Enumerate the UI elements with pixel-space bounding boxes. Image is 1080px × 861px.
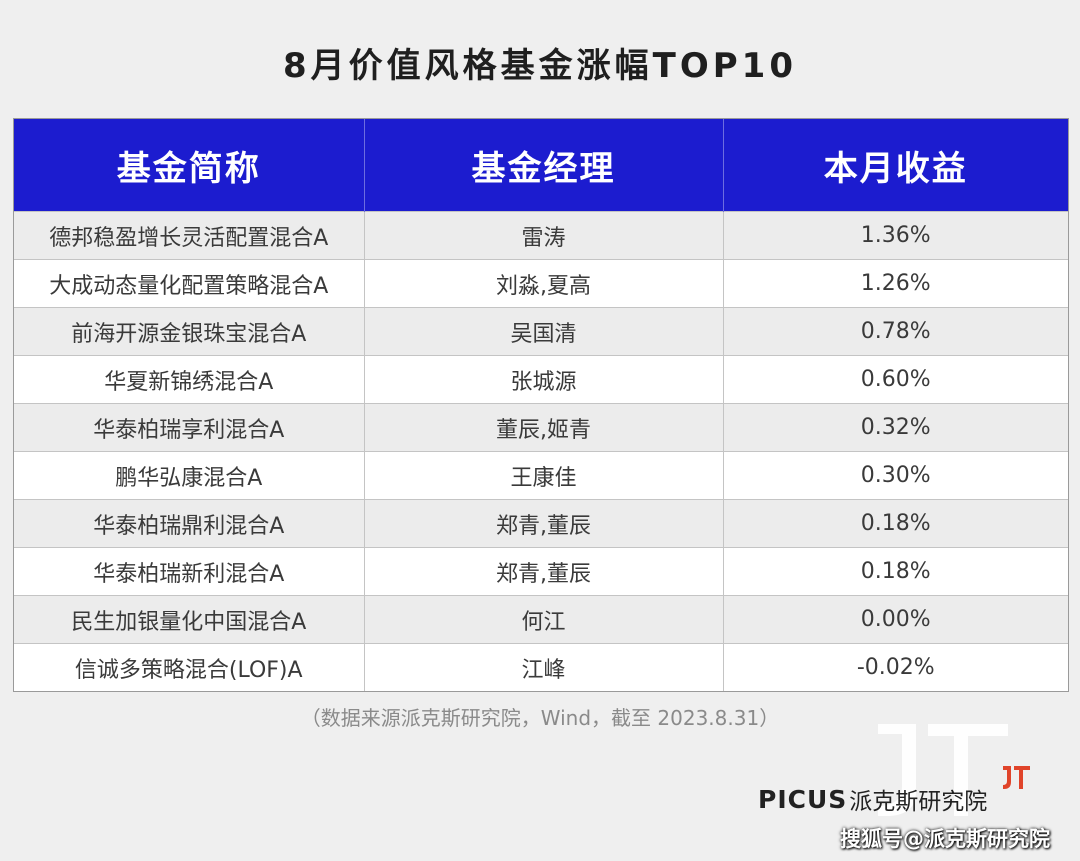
page-title: 8月价值风格基金涨幅TOP10 <box>283 46 797 86</box>
table-row: 前海开源金银珠宝混合A 吴国清 0.78% <box>14 307 1068 356</box>
table-row: 民生加银量化中国混合A 何江 0.00% <box>14 595 1068 644</box>
fund-name-cell: 信诚多策略混合(LOF)A <box>14 643 365 691</box>
brand-latin-name: PICUS <box>758 784 848 814</box>
monthly-return-cell: -0.02% <box>723 643 1068 691</box>
fund-name-cell: 华泰柏瑞新利混合A <box>14 547 365 596</box>
monthly-return-cell: 0.32% <box>723 403 1068 452</box>
table-row: 德邦稳盈增长灵活配置混合A 雷涛 1.36% <box>14 211 1068 260</box>
sohu-watermark: 搜狐号@派克斯研究院 <box>840 827 1050 851</box>
header-monthly-return: 本月收益 <box>723 119 1068 212</box>
fund-manager-cell: 郑青,董辰 <box>364 499 724 548</box>
header-fund-name: 基金简称 <box>14 119 365 212</box>
table-row: 华夏新锦绣混合A 张城源 0.60% <box>14 355 1068 404</box>
monthly-return-cell: 0.18% <box>723 547 1068 596</box>
header-fund-manager: 基金经理 <box>364 119 724 212</box>
table-row: 鹏华弘康混合A 王康佳 0.30% <box>14 451 1068 500</box>
table-row: 华泰柏瑞享利混合A 董辰,姬青 0.32% <box>14 403 1068 452</box>
fund-table-wrapper: 基金简称 基金经理 本月收益 德邦稳盈增长灵活配置混合A 雷涛 1.36% 大成… <box>13 118 1069 692</box>
monthly-return-cell: 0.60% <box>723 355 1068 404</box>
table-header-row: 基金简称 基金经理 本月收益 <box>14 119 1068 212</box>
monthly-return-cell: 1.26% <box>723 259 1068 308</box>
fund-name-cell: 华夏新锦绣混合A <box>14 355 365 404</box>
fund-name-cell: 鹏华弘康混合A <box>14 451 365 500</box>
table-row: 华泰柏瑞鼎利混合A 郑青,董辰 0.18% <box>14 499 1068 548</box>
brand-logo: PICUS 派克斯研究院 <box>758 782 987 816</box>
fund-name-cell: 前海开源金银珠宝混合A <box>14 307 365 356</box>
picus-mark-icon <box>1003 766 1030 789</box>
data-source-note: （数据来源派克斯研究院，Wind，截至 2023.8.31） <box>300 706 780 730</box>
fund-name-cell: 华泰柏瑞享利混合A <box>14 403 365 452</box>
fund-manager-cell: 吴国清 <box>364 307 724 356</box>
fund-name-cell: 大成动态量化配置策略混合A <box>14 259 365 308</box>
monthly-return-cell: 0.30% <box>723 451 1068 500</box>
monthly-return-cell: 1.36% <box>723 211 1068 260</box>
fund-manager-cell: 刘淼,夏高 <box>364 259 724 308</box>
fund-name-cell: 德邦稳盈增长灵活配置混合A <box>14 211 365 260</box>
fund-manager-cell: 何江 <box>364 595 724 644</box>
fund-name-cell: 民生加银量化中国混合A <box>14 595 365 644</box>
fund-table: 基金简称 基金经理 本月收益 德邦稳盈增长灵活配置混合A 雷涛 1.36% 大成… <box>14 119 1068 691</box>
monthly-return-cell: 0.00% <box>723 595 1068 644</box>
table-row: 大成动态量化配置策略混合A 刘淼,夏高 1.26% <box>14 259 1068 308</box>
fund-name-cell: 华泰柏瑞鼎利混合A <box>14 499 365 548</box>
fund-manager-cell: 王康佳 <box>364 451 724 500</box>
table-row: 信诚多策略混合(LOF)A 江峰 -0.02% <box>14 643 1068 691</box>
jp-watermark-logo <box>878 724 1008 816</box>
fund-manager-cell: 董辰,姬青 <box>364 403 724 452</box>
fund-manager-cell: 雷涛 <box>364 211 724 260</box>
table-row: 华泰柏瑞新利混合A 郑青,董辰 0.18% <box>14 547 1068 596</box>
monthly-return-cell: 0.18% <box>723 499 1068 548</box>
brand-chinese-name: 派克斯研究院 <box>849 789 988 815</box>
monthly-return-cell: 0.78% <box>723 307 1068 356</box>
fund-manager-cell: 郑青,董辰 <box>364 547 724 596</box>
fund-manager-cell: 张城源 <box>364 355 724 404</box>
fund-manager-cell: 江峰 <box>364 643 724 691</box>
